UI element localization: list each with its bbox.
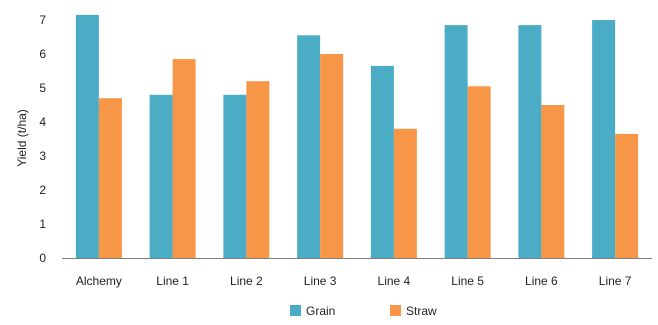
bar-straw <box>541 105 565 258</box>
y-tick-label: 4 <box>39 115 46 129</box>
bar-grain <box>444 25 468 258</box>
x-axis-labels: Alchemy Line 1 Line 2 Line 3 Line 4 Line 5 Lin… <box>76 274 632 288</box>
bar-grain <box>75 14 99 259</box>
bar-straw <box>172 59 196 258</box>
bar-grain <box>149 94 173 258</box>
x-tick-label: Line 1 <box>156 274 189 288</box>
bar-grain <box>297 35 321 258</box>
x-tick-label: Line 6 <box>525 274 558 288</box>
y-tick-label: 3 <box>39 149 46 163</box>
y-axis-ticks: 0 1 2 3 4 5 6 7 <box>39 13 46 265</box>
x-tick-label: Line 4 <box>378 274 411 288</box>
bar-straw <box>320 54 344 258</box>
x-tick-label: Line 5 <box>451 274 484 288</box>
y-tick-label: 5 <box>39 81 46 95</box>
bar-straw <box>615 133 639 258</box>
y-tick-label: 1 <box>39 217 46 231</box>
bar-grain <box>223 94 247 258</box>
legend-label-grain: Grain <box>306 304 335 318</box>
x-tick-label: Alchemy <box>76 274 122 288</box>
legend-label-straw: Straw <box>406 304 437 318</box>
x-tick-label: Line 7 <box>599 274 632 288</box>
x-tick-label: Line 2 <box>230 274 263 288</box>
legend-swatch-straw <box>390 305 401 316</box>
bar-straw <box>467 86 491 258</box>
y-tick-label: 6 <box>39 47 46 61</box>
y-tick-label: 7 <box>39 13 46 27</box>
bar-straw <box>98 98 122 258</box>
y-axis-label: Yield (t/ha) <box>15 109 29 167</box>
bar-grain <box>518 25 542 258</box>
x-tick-label: Line 3 <box>304 274 337 288</box>
legend-swatch-grain <box>290 305 301 316</box>
bar-straw <box>393 128 417 258</box>
y-tick-label: 2 <box>39 183 46 197</box>
y-tick-label: 0 <box>39 251 46 265</box>
bar-straw <box>246 81 270 258</box>
bar-grain <box>370 65 394 259</box>
legend: Grain Straw <box>290 304 437 318</box>
bars-group <box>75 14 639 259</box>
bar-grain <box>592 20 616 258</box>
